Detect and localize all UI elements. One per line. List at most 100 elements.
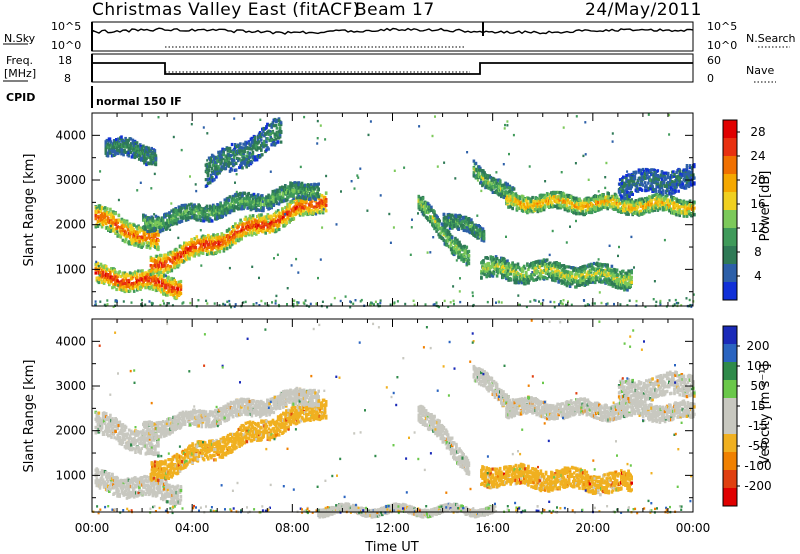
power-cell: [205, 183, 209, 188]
power-cell: [315, 183, 318, 187]
power-cell: [270, 216, 274, 220]
power-cell: [441, 228, 445, 232]
power-cell: [112, 283, 115, 287]
freq-left-tick-low: 8: [64, 72, 71, 85]
power-cell: [133, 153, 137, 157]
power-cell: [240, 149, 243, 153]
power-cell: [192, 240, 195, 244]
power-cell: [222, 153, 225, 157]
power-cell: [96, 214, 100, 219]
power-cell: [296, 209, 300, 213]
power-cell: [94, 214, 98, 218]
power-cell: [211, 245, 214, 249]
power-cell: [316, 192, 319, 196]
power-cell: [240, 207, 243, 211]
power-cell: [281, 208, 284, 212]
power-cell: [155, 273, 159, 277]
freq-left-tick-high: 18: [58, 54, 72, 67]
power-cell: [313, 183, 316, 187]
power-cell: [422, 207, 426, 211]
power-cell: [98, 204, 102, 208]
power-cell: [260, 134, 263, 139]
power-cell: [239, 204, 242, 208]
power-cell: [248, 199, 252, 203]
power-cell: [260, 225, 263, 229]
power-cell: [252, 146, 256, 150]
power-cell: [150, 228, 153, 232]
power-cell: [237, 230, 240, 234]
power-cell: [271, 122, 275, 126]
power-cell: [581, 207, 584, 211]
power-cell: [281, 221, 284, 225]
power-cell: [205, 204, 209, 208]
power-cell: [213, 211, 216, 215]
power-cell: [109, 272, 112, 276]
power-cell: [128, 222, 132, 226]
power-cell: [146, 229, 149, 233]
power-cell: [106, 142, 110, 146]
power-cell: [212, 239, 215, 243]
power-cell: [265, 144, 268, 148]
power-cell: [94, 225, 98, 229]
power-cell: [175, 220, 179, 224]
power-cell: [129, 143, 133, 147]
power-cell: [268, 206, 271, 210]
power-cell: [308, 209, 311, 213]
power-cell: [464, 221, 468, 225]
power-cell: [228, 211, 232, 215]
power-cell: [530, 198, 533, 202]
power-cell: [267, 193, 270, 197]
power-cell: [106, 151, 110, 155]
power-cell: [256, 208, 260, 212]
power-cell: [245, 165, 248, 169]
power-cell: [434, 221, 437, 225]
power-cell: [100, 225, 104, 229]
power-cell: [143, 235, 147, 240]
power-cell: [281, 193, 285, 197]
power-cell: [108, 210, 111, 214]
power-cell: [588, 207, 592, 211]
power-cell: [247, 141, 251, 145]
power-cell: [172, 260, 176, 265]
power-cell: [297, 181, 301, 185]
power-cell: [190, 237, 193, 242]
power-cell: [317, 182, 320, 186]
power-cell: [229, 149, 233, 153]
power-cell: [137, 269, 140, 273]
power-cell: [218, 211, 221, 215]
power-cell: [229, 202, 233, 206]
power-cell: [152, 156, 156, 160]
power-cell: [494, 178, 498, 182]
power-cell: [132, 147, 136, 151]
power-cell: [227, 164, 231, 168]
power-cell: [177, 205, 181, 209]
power-cell: [246, 206, 249, 210]
power-cell: [125, 220, 129, 224]
power-cell: [104, 218, 108, 222]
power-cell: [149, 148, 152, 152]
power-cell: [285, 191, 288, 195]
power-cell: [251, 197, 255, 201]
power-cell: [172, 208, 175, 212]
power-cell: [211, 238, 214, 242]
power-cell: [210, 166, 214, 170]
power-cell: [274, 219, 278, 224]
power-cell: [135, 146, 139, 150]
power-cell: [476, 228, 479, 232]
power-cell: [136, 272, 139, 276]
nave-right-tick-high: 60: [707, 54, 721, 67]
power-cell: [146, 282, 149, 286]
power-cell: [225, 164, 229, 168]
power-cell: [312, 189, 315, 194]
power-cell: [274, 210, 278, 214]
power-cell: [234, 235, 237, 240]
power-cell: [248, 151, 252, 155]
power-cell: [509, 205, 512, 209]
power-cell: [98, 266, 102, 270]
power-cell: [108, 143, 112, 147]
power-cell: [123, 271, 127, 275]
nave-label: Nave: [746, 64, 774, 77]
power-cell: [205, 240, 209, 244]
power-cell: [237, 159, 240, 163]
power-cell: [276, 225, 280, 229]
